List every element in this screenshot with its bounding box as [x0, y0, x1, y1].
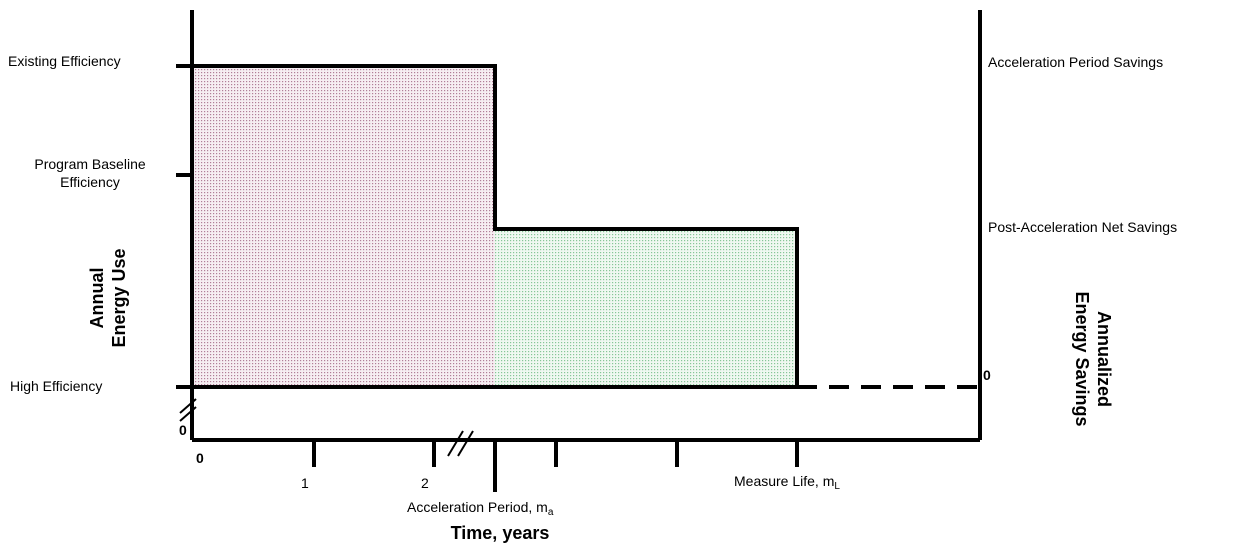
right-axis-title: Annualized Energy Savings	[1071, 291, 1115, 426]
x-zero-label: 0	[196, 450, 204, 466]
x-axis-title: Time, years	[450, 523, 550, 543]
right-axis-title-line1: Annualized	[1094, 310, 1114, 407]
program-baseline-line1: Program Baseline	[34, 156, 146, 172]
program-baseline-line2: Efficiency	[60, 174, 120, 190]
right-axis-title-line2: Energy Savings	[1072, 291, 1092, 427]
left-axis-break-icon	[179, 398, 197, 422]
acceleration-period-savings-label: Acceleration Period Savings	[988, 54, 1164, 70]
x-tick-1-label: 1	[301, 475, 309, 491]
left-axis-title-line1: Annual	[87, 267, 107, 329]
right-zero-label: 0	[983, 367, 991, 383]
left-axis-title-line2: Energy Use	[109, 248, 129, 348]
measure-life-subscript: L	[834, 481, 840, 492]
acceleration-period-area	[192, 66, 495, 386]
measure-life-label: Measure Life, mL	[734, 472, 840, 492]
program-baseline-label: Program Baseline Efficiency	[20, 155, 160, 191]
acceleration-period-subscript: a	[547, 507, 554, 518]
acceleration-period-text: Acceleration Period, m	[407, 499, 548, 515]
x-tick-2-label: 2	[421, 475, 429, 491]
bottom-axis-break-icon	[447, 430, 474, 457]
acceleration-period-label: Acceleration Period, ma	[407, 498, 554, 518]
measure-life-text: Measure Life, m	[734, 473, 835, 489]
left-axis-title: Annual Energy Use	[86, 248, 130, 347]
post-acceleration-savings-label: Post-Acceleration Net Savings	[988, 219, 1178, 235]
savings-outline	[192, 64, 799, 387]
existing-efficiency-label: Existing Efficiency	[8, 53, 121, 69]
post-acceleration-area	[495, 229, 797, 386]
left-zero-label: 0	[179, 422, 187, 438]
high-efficiency-label: High Efficiency	[10, 378, 103, 394]
